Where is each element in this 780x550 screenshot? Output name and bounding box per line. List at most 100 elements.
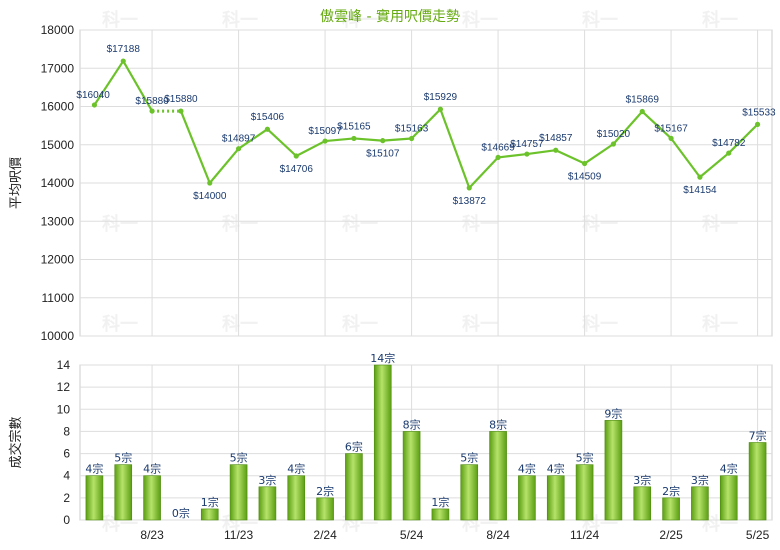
x-tick-label: 5/25 [746,528,770,542]
volume-bar [719,475,738,521]
price-point [754,121,761,127]
price-y-tick-label: 14000 [41,176,75,190]
volume-y-tick-label: 12 [57,380,71,394]
price-point [322,138,328,144]
watermark-text: 科一 [222,313,258,335]
x-tick-label: 8/23 [140,528,164,542]
price-data-label: $15165 [337,121,371,132]
price-data-label: $14154 [683,185,717,196]
volume-data-label: 2宗 [316,484,334,498]
x-tick-label: 2/25 [659,528,683,542]
volume-bar [402,431,421,521]
watermark-text: 科一 [462,213,498,235]
price-data-label: $14757 [510,139,544,150]
price-data-label: $16040 [76,90,110,101]
price-data-label: $15533 [742,107,776,118]
price-point [466,185,472,191]
volume-data-label: 3宗 [633,473,651,487]
price-line-segment [555,149,586,165]
volume-data-label: 4宗 [720,462,738,476]
watermark-text: 科一 [582,213,618,235]
volume-data-label: 1宗 [431,495,449,509]
price-point [553,147,559,153]
price-line-segment [295,140,326,157]
volume-bar [662,497,680,521]
price-line-segment [122,60,154,112]
volume-data-label: 4宗 [85,462,103,476]
price-data-label: $14000 [193,191,227,202]
price-data-label: $14669 [481,142,515,153]
volume-bar [604,420,623,521]
price-y-axis-label: 平均呎價 [9,157,24,209]
watermark-text: 科一 [342,313,378,335]
price-line-segment [237,128,269,150]
volume-y-axis-label: 成交宗數 [8,416,24,468]
volume-data-label: 2宗 [662,484,680,498]
price-y-tick-label: 12000 [41,253,75,267]
volume-data-label: 5宗 [576,451,594,465]
price-panel: 10000 11000 12000 13000 14000 15000 16000 17000… [9,23,776,343]
price-point [726,150,732,156]
price-data-label: $15869 [626,95,660,106]
price-data-label: $15097 [308,126,342,137]
x-tick-label: 11/23 [224,528,253,542]
watermark-text: 科一 [462,9,498,31]
volume-panel: 0 2 4 6 8 10 12 14 成交宗數 4宗 5宗 4宗 0宗 1宗 5宗 3宗 4宗 2宗 6宗 14宗 8宗… [8,351,773,527]
price-line-segment [612,110,644,145]
price-point [149,108,155,114]
price-line-segment [382,137,412,142]
price-data-label: $14706 [280,164,314,175]
volume-data-label: 3宗 [258,473,276,487]
price-data-label: $15880 [164,94,198,105]
price-data-label: $15163 [395,124,429,135]
price-line-segment [353,137,383,142]
volume-bar [143,475,161,521]
volume-bar [431,508,450,521]
price-point [380,138,386,144]
volume-y-tick-label: 8 [63,424,70,438]
volume-bar [114,464,133,521]
price-point [207,180,213,186]
watermark-text: 科一 [702,313,738,335]
volume-bar [575,464,594,521]
price-point [178,108,184,114]
volume-y-tick-label: 10 [57,402,71,416]
volume-y-tick-label: 4 [63,469,70,483]
x-tick-label: 11/24 [570,528,599,542]
price-y-tick-label: 10000 [41,329,75,343]
price-point [264,126,271,132]
volume-data-label: 9宗 [604,406,622,420]
volume-data-label: 5宗 [114,451,132,465]
price-line-segment [324,137,355,143]
price-data-label: $14857 [539,133,573,144]
volume-data-label: 8宗 [489,417,507,431]
volume-data-label: 7宗 [749,429,767,443]
volume-bar [633,486,652,521]
price-data-label: $14897 [222,134,256,145]
price-y-tick-label: 15000 [41,138,75,152]
price-line-segment [410,108,442,140]
price-point [495,154,501,161]
price-line-segment [727,123,759,154]
volume-y-tick-label: 0 [63,513,70,527]
price-point [235,146,242,152]
price-data-label: $14782 [712,138,746,149]
watermark-text: 科一 [702,213,738,235]
volume-data-label: 4宗 [547,462,565,476]
volume-data-label: 0宗 [172,506,190,520]
volume-bar [546,475,565,521]
price-data-label: $15929 [424,92,458,103]
x-tick-label: 2/24 [313,528,337,542]
price-data-label: $15020 [597,129,631,140]
price-line-segment [526,149,556,156]
price-point [668,135,674,141]
volume-data-label: 5宗 [230,451,248,465]
volume-y-tick-label: 2 [63,491,70,505]
price-line-segment [583,143,615,165]
price-y-tick-label: 17000 [41,61,75,75]
price-line-segment [208,147,240,184]
price-data-label: $15107 [366,149,400,160]
